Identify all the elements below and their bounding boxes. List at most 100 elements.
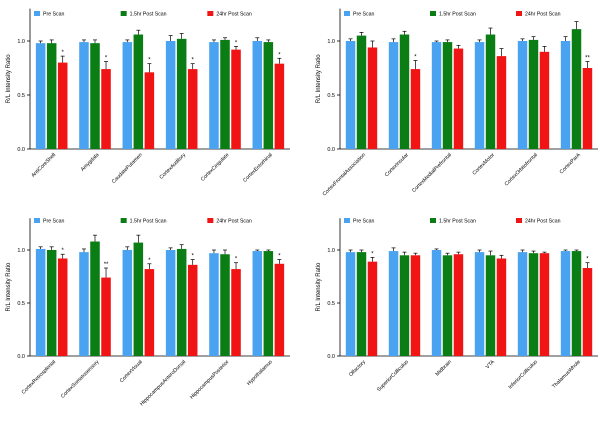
significance-marker: * xyxy=(235,257,238,263)
significance-marker: * xyxy=(62,50,65,56)
bar xyxy=(345,252,356,356)
bar xyxy=(485,255,496,356)
y-tick-label: 0.0 xyxy=(17,147,25,153)
chart-panel-4: 0.0 0.5 1.0 R/L Intensity Ratio Pre Scan 1.5h… xyxy=(316,218,598,393)
bar xyxy=(46,43,57,149)
bar xyxy=(46,250,57,356)
bar xyxy=(133,242,144,356)
legend-swatch xyxy=(120,11,127,16)
y-axis-label: R/L Intensity Ratio xyxy=(316,262,322,311)
bar xyxy=(442,255,453,356)
bar xyxy=(79,252,89,356)
category-label: CortexParA xyxy=(559,152,583,176)
y-axis-label: R/L Intensity Ratio xyxy=(6,262,12,311)
legend-swatch xyxy=(34,218,40,223)
significance-marker: ** xyxy=(585,56,590,62)
bar xyxy=(79,42,89,149)
y-tick-label: 0.5 xyxy=(327,301,335,307)
bar xyxy=(410,69,421,149)
significance-marker: * xyxy=(235,40,238,46)
legend-label: 1.5hr Post Scan xyxy=(439,219,476,225)
category-label: CortexEntorhinal xyxy=(242,152,274,184)
category-label: CortexInsular xyxy=(384,152,410,178)
legend-label: Pre Scan xyxy=(43,219,64,225)
bar xyxy=(496,258,507,356)
legend-swatch xyxy=(120,218,127,223)
bar xyxy=(187,69,198,149)
bar xyxy=(539,51,550,149)
bar xyxy=(388,251,399,356)
category-label: InferiorColliculus xyxy=(508,359,540,391)
y-tick-label: 0.0 xyxy=(17,354,25,360)
bar xyxy=(263,42,274,149)
significance-marker: * xyxy=(192,254,195,260)
bar xyxy=(35,43,46,149)
legend-swatch xyxy=(34,11,40,16)
category-label: Olfactory xyxy=(348,359,367,378)
bar xyxy=(209,42,219,149)
bar xyxy=(571,29,582,149)
y-tick-label: 1.0 xyxy=(17,39,25,45)
bar xyxy=(431,250,442,356)
bar xyxy=(101,277,111,356)
bar xyxy=(220,39,230,149)
legend-label: 24hr Post Scan xyxy=(525,12,561,18)
bar xyxy=(57,62,68,149)
category-label: CortexFrontalAssociation xyxy=(322,152,367,197)
significance-marker: * xyxy=(586,257,589,263)
y-tick-label: 1.0 xyxy=(327,39,335,45)
category-label: CaudatePutamen xyxy=(111,152,144,185)
category-label: SuperiorColliculus xyxy=(376,359,410,393)
significance-marker: * xyxy=(148,258,151,264)
bar xyxy=(176,248,187,356)
legend-label: 1.5hr Post Scan xyxy=(130,12,167,18)
bar xyxy=(582,68,593,149)
bar xyxy=(209,253,219,356)
y-axis-label: R/L Intensity Ratio xyxy=(6,54,12,103)
bar xyxy=(122,250,133,356)
bar xyxy=(399,255,410,356)
bar xyxy=(263,251,274,356)
bar xyxy=(367,261,378,356)
bar xyxy=(571,251,582,356)
bar xyxy=(388,42,399,149)
bar xyxy=(144,72,155,149)
bar xyxy=(165,41,176,149)
bar xyxy=(517,252,528,356)
bar xyxy=(474,42,485,149)
bar xyxy=(231,269,241,356)
bar xyxy=(345,41,356,149)
bar xyxy=(453,254,464,356)
category-label: HippocampusPosterior xyxy=(189,359,231,401)
legend-swatch xyxy=(207,11,214,16)
significance-marker: * xyxy=(278,254,281,260)
bar xyxy=(367,47,378,150)
bar xyxy=(165,250,176,356)
y-tick-label: 1.0 xyxy=(17,248,25,254)
category-label: CortexMotor xyxy=(471,152,496,177)
bar xyxy=(220,254,230,356)
bar xyxy=(274,263,285,356)
y-axis-label: R/L Intensity Ratio xyxy=(316,54,322,103)
bar xyxy=(528,39,539,149)
bar xyxy=(442,42,453,149)
bar xyxy=(431,42,442,149)
significance-marker: * xyxy=(278,52,281,58)
bar xyxy=(187,264,198,356)
bar xyxy=(274,63,285,149)
significance-marker: * xyxy=(371,251,374,257)
category-label: VTA xyxy=(485,359,496,370)
bar xyxy=(356,35,367,149)
y-tick-label: 0.5 xyxy=(17,93,25,99)
category-label: Midbrain xyxy=(435,359,453,377)
category-label: CortexVisual xyxy=(119,359,144,384)
significance-marker: * xyxy=(192,58,195,64)
y-tick-label: 0.0 xyxy=(327,147,335,153)
bar xyxy=(453,48,464,150)
bar xyxy=(528,253,539,356)
bar xyxy=(496,56,507,150)
category-label: HippocampusAnteroDorsal xyxy=(139,359,187,407)
legend-label: 24hr Post Scan xyxy=(525,219,561,225)
legend-label: 24hr Post Scan xyxy=(216,12,252,18)
